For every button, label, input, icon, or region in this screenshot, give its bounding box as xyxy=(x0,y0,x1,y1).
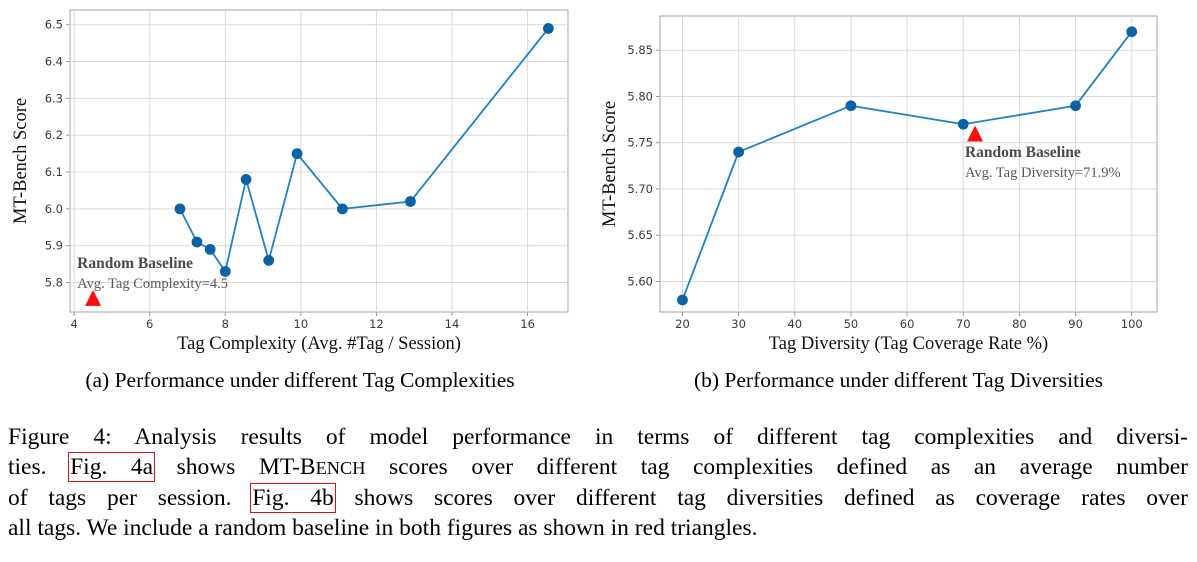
figure-caption: Figure 4: Analysis results of model perf… xyxy=(0,422,1197,543)
grid xyxy=(660,16,1157,312)
baseline-label: Random Baseline xyxy=(965,144,1081,161)
data-point xyxy=(240,174,252,185)
data-line xyxy=(179,27,550,273)
y-tick-label: 5.85 xyxy=(627,43,653,57)
x-tick-label: 20 xyxy=(675,317,690,331)
figure-4: 4 6 8 10 12 14 16 5.8 5.9 6.0 6.1 6.2 6.3 6.4 6.5 Rando… xyxy=(0,0,1197,543)
caption-text: shows MT-B xyxy=(153,454,316,480)
y-tick-label: 5.65 xyxy=(627,228,653,242)
baseline-sublabel: Avg. Tag Diversity=71.9% xyxy=(965,165,1121,181)
y-tick-label: 6.3 xyxy=(45,91,63,105)
x-tick-label: 80 xyxy=(1012,317,1027,331)
y-tick-label: 5.75 xyxy=(627,136,653,150)
caption-text: all tags. We include a random baseline i… xyxy=(8,515,758,541)
baseline-label: Random Baseline xyxy=(77,255,193,272)
data-point xyxy=(1126,26,1138,38)
x-tick-label: 6 xyxy=(146,317,153,331)
y-axis-label: MT-Bench Score xyxy=(11,98,31,224)
data-point xyxy=(191,236,203,248)
caption-line: all tags. We include a random baseline i… xyxy=(8,513,1188,543)
data-point xyxy=(204,243,216,255)
subcaption-b: (b) Performance under different Tag Dive… xyxy=(693,368,1104,392)
x-tick-label: 90 xyxy=(1068,317,1083,331)
x-tick-label: 100 xyxy=(1121,317,1143,331)
figref-link[interactable]: Fig. 4a xyxy=(68,452,156,482)
x-tick-label: 60 xyxy=(900,317,915,331)
x-tick-label: 40 xyxy=(787,317,802,331)
x-tick-label: 14 xyxy=(445,317,460,331)
plot-area xyxy=(69,9,569,313)
plot-area xyxy=(659,15,1158,313)
data-point xyxy=(337,203,348,215)
data-point xyxy=(263,255,275,266)
y-tick-label: 5.70 xyxy=(627,182,653,196)
subfigure-row: 4 6 8 10 12 14 16 5.8 5.9 6.0 6.1 6.2 6.3 6.4 6.5 Rando… xyxy=(0,0,1197,393)
caption-text: Figure 4: Analysis results of model perf… xyxy=(8,424,1188,450)
y-tick-label: 6.1 xyxy=(45,165,63,179)
x-tick-label: 50 xyxy=(844,317,859,331)
caption-text: ties. xyxy=(8,454,71,480)
caption-text: shows scores over different tag diversit… xyxy=(333,485,1188,511)
data-point xyxy=(405,196,416,207)
x-tick-label: 8 xyxy=(222,317,229,331)
x-tick-label: 70 xyxy=(956,317,971,331)
data-point xyxy=(733,146,745,158)
data-point xyxy=(677,294,688,306)
chart-tag-diversity: 20 30 40 50 60 70 80 90 100 5.60 5.65 5.70 5.75 5.80 5… xyxy=(600,15,1158,354)
y-tick-label: 6.5 xyxy=(45,18,63,32)
smallcaps-text: ENCH xyxy=(315,458,366,478)
data-line xyxy=(681,30,1133,301)
tick-marks xyxy=(66,24,529,316)
y-tick-label: 6.0 xyxy=(45,202,63,216)
data-point xyxy=(542,23,554,34)
caption-text: of tags per session. xyxy=(8,485,253,511)
y-tick-label: 5.8 xyxy=(45,276,63,290)
x-tick-label: 10 xyxy=(294,317,309,331)
y-tick-label: 5.60 xyxy=(627,274,653,288)
y-tick-label: 5.9 xyxy=(45,239,63,253)
baseline-triangle xyxy=(85,289,102,306)
y-tick-label: 6.4 xyxy=(45,55,63,69)
y-tick-label: 6.2 xyxy=(45,128,63,142)
caption-line: of tags per session. Fig. 4b shows score… xyxy=(8,483,1188,513)
tick-marks xyxy=(656,49,1133,316)
subfigure-b: 20 30 40 50 60 70 80 90 100 5.60 5.65 5.70 5.75 5.80 5… xyxy=(600,0,1197,393)
y-tick-label: 5.80 xyxy=(627,89,653,103)
baseline-triangle xyxy=(967,125,984,142)
figref-link[interactable]: Fig. 4b xyxy=(250,483,336,513)
data-point xyxy=(291,148,303,160)
subcaption-a: (a) Performance under different Tag Comp… xyxy=(85,368,515,392)
caption-text: scores over different tag complexities d… xyxy=(365,454,1188,480)
chart-tag-complexity: 4 6 8 10 12 14 16 5.8 5.9 6.0 6.1 6.2 6.3 6.4 6.5 Rando… xyxy=(11,9,569,354)
x-tick-label: 12 xyxy=(369,317,384,331)
data-point xyxy=(845,100,857,112)
baseline-sublabel: Avg. Tag Complexity=4.5 xyxy=(77,276,228,292)
x-tick-label: 4 xyxy=(70,317,77,331)
y-axis-label: MT-Bench Score xyxy=(600,101,620,227)
subfigure-a: 4 6 8 10 12 14 16 5.8 5.9 6.0 6.1 6.2 6.3 6.4 6.5 Rando… xyxy=(0,0,600,393)
x-tick-label: 16 xyxy=(520,317,535,331)
data-point xyxy=(219,266,231,277)
x-axis-label: Tag Complexity (Avg. #Tag / Session) xyxy=(177,334,461,354)
grid xyxy=(70,10,568,312)
data-point xyxy=(957,118,969,130)
data-point xyxy=(174,203,186,215)
caption-line: ties. Fig. 4a shows MT-BENCH scores over… xyxy=(8,452,1188,483)
data-point xyxy=(1070,100,1081,112)
caption-line: Figure 4: Analysis results of model perf… xyxy=(8,422,1188,452)
x-tick-label: 30 xyxy=(731,317,746,331)
x-axis-label: Tag Diversity (Tag Coverage Rate %) xyxy=(769,334,1048,354)
